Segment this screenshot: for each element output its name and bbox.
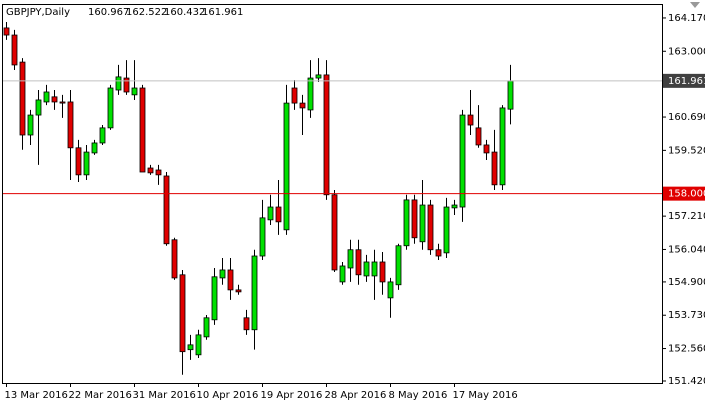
candle-body	[11, 34, 18, 66]
candle-body	[411, 199, 418, 239]
candle-body	[203, 317, 210, 338]
y-tick-label: 153.730	[668, 310, 705, 321]
header-high: 162.522	[126, 7, 167, 18]
x-tick-label: 28 Apr 2016	[325, 390, 387, 401]
header-open: 160.967	[88, 7, 129, 18]
candle-body	[499, 107, 506, 186]
y-tick-label: 163.000	[668, 46, 705, 57]
candle-body	[107, 87, 114, 129]
candle-body	[387, 281, 394, 299]
y-tick-label: 160.690	[668, 112, 705, 123]
candle-body	[75, 147, 82, 176]
y-tick-label: 154.900	[668, 277, 705, 288]
candle-body	[507, 80, 514, 110]
y-tick-label: 152.560	[668, 344, 705, 355]
candle-body	[315, 74, 322, 79]
y-tick-label: 157.210	[668, 211, 705, 222]
candle-body	[451, 204, 458, 209]
price-label: 161.961	[668, 76, 705, 87]
candle-body	[115, 76, 122, 91]
candle-body	[443, 206, 450, 254]
candle-body	[59, 101, 66, 104]
candle-body	[235, 289, 242, 293]
candle-body	[427, 204, 434, 251]
candle-body	[211, 276, 218, 321]
candle-body	[291, 87, 298, 104]
candle-body	[195, 334, 202, 356]
x-tick-label: 10 Apr 2016	[197, 390, 259, 401]
symbol-label: GBPJPY,Daily	[6, 7, 70, 18]
corner-arrow	[690, 2, 700, 8]
candle-body	[187, 344, 194, 351]
candle-body	[299, 102, 306, 109]
candle-body	[259, 217, 266, 257]
x-tick-label: 8 May 2016	[389, 390, 448, 401]
candle-body	[267, 206, 274, 221]
candle-body	[19, 61, 26, 136]
header-close: 161.961	[202, 7, 243, 18]
candle-body	[99, 127, 106, 144]
candle-body	[163, 175, 170, 245]
level-label-box	[663, 186, 705, 201]
y-tick-label: 159.520	[668, 145, 705, 156]
x-tick-label: 31 Mar 2016	[133, 390, 196, 401]
candle-body	[179, 274, 186, 353]
candle-body	[339, 265, 346, 283]
candle-body	[243, 317, 250, 331]
candle-body	[483, 144, 490, 154]
candle-body	[131, 87, 138, 96]
header-low: 160.432	[164, 7, 205, 18]
x-tick-label: 19 Apr 2016	[261, 390, 323, 401]
candle-body	[331, 194, 338, 271]
candle-body	[355, 249, 362, 276]
candle-body	[227, 269, 234, 291]
candle-body	[307, 77, 314, 111]
candle-body	[363, 261, 370, 277]
candle-body	[83, 151, 90, 176]
candle-body	[35, 99, 42, 116]
candle-body	[459, 114, 466, 208]
candle-body	[403, 199, 410, 247]
x-tick-label: 22 Mar 2016	[69, 390, 132, 401]
y-tick-label: 151.420	[668, 376, 705, 387]
x-tick-label: 17 May 2016	[453, 390, 518, 401]
price-label-box	[663, 73, 705, 88]
candle-body	[147, 167, 154, 174]
candle-body	[51, 96, 58, 103]
candle-body	[435, 249, 442, 257]
candle-body	[219, 269, 226, 279]
candle-body	[155, 169, 162, 176]
candle-body	[419, 204, 426, 243]
candle-body	[43, 91, 50, 103]
candle-body	[371, 261, 378, 277]
candle-body	[3, 27, 10, 36]
candle-body	[171, 239, 178, 279]
candle-body	[491, 151, 498, 186]
candle-body	[379, 261, 386, 283]
candle-body	[27, 114, 34, 136]
candle-body	[67, 101, 74, 149]
y-tick-label: 156.040	[668, 244, 705, 255]
candle-body	[251, 255, 258, 331]
x-tick-label: 13 Mar 2016	[5, 390, 68, 401]
candle-body	[323, 74, 330, 196]
candle-body	[283, 102, 290, 231]
level-label: 158.000	[668, 189, 705, 200]
candle-body	[275, 206, 282, 223]
candle-body	[91, 142, 98, 154]
candle-body	[123, 77, 130, 93]
y-tick-label: 164.170	[668, 13, 705, 24]
candle-body	[139, 87, 146, 173]
candle-body	[475, 127, 482, 146]
candle-body	[467, 114, 474, 126]
candle-body	[347, 249, 354, 269]
candle-body	[395, 245, 402, 286]
